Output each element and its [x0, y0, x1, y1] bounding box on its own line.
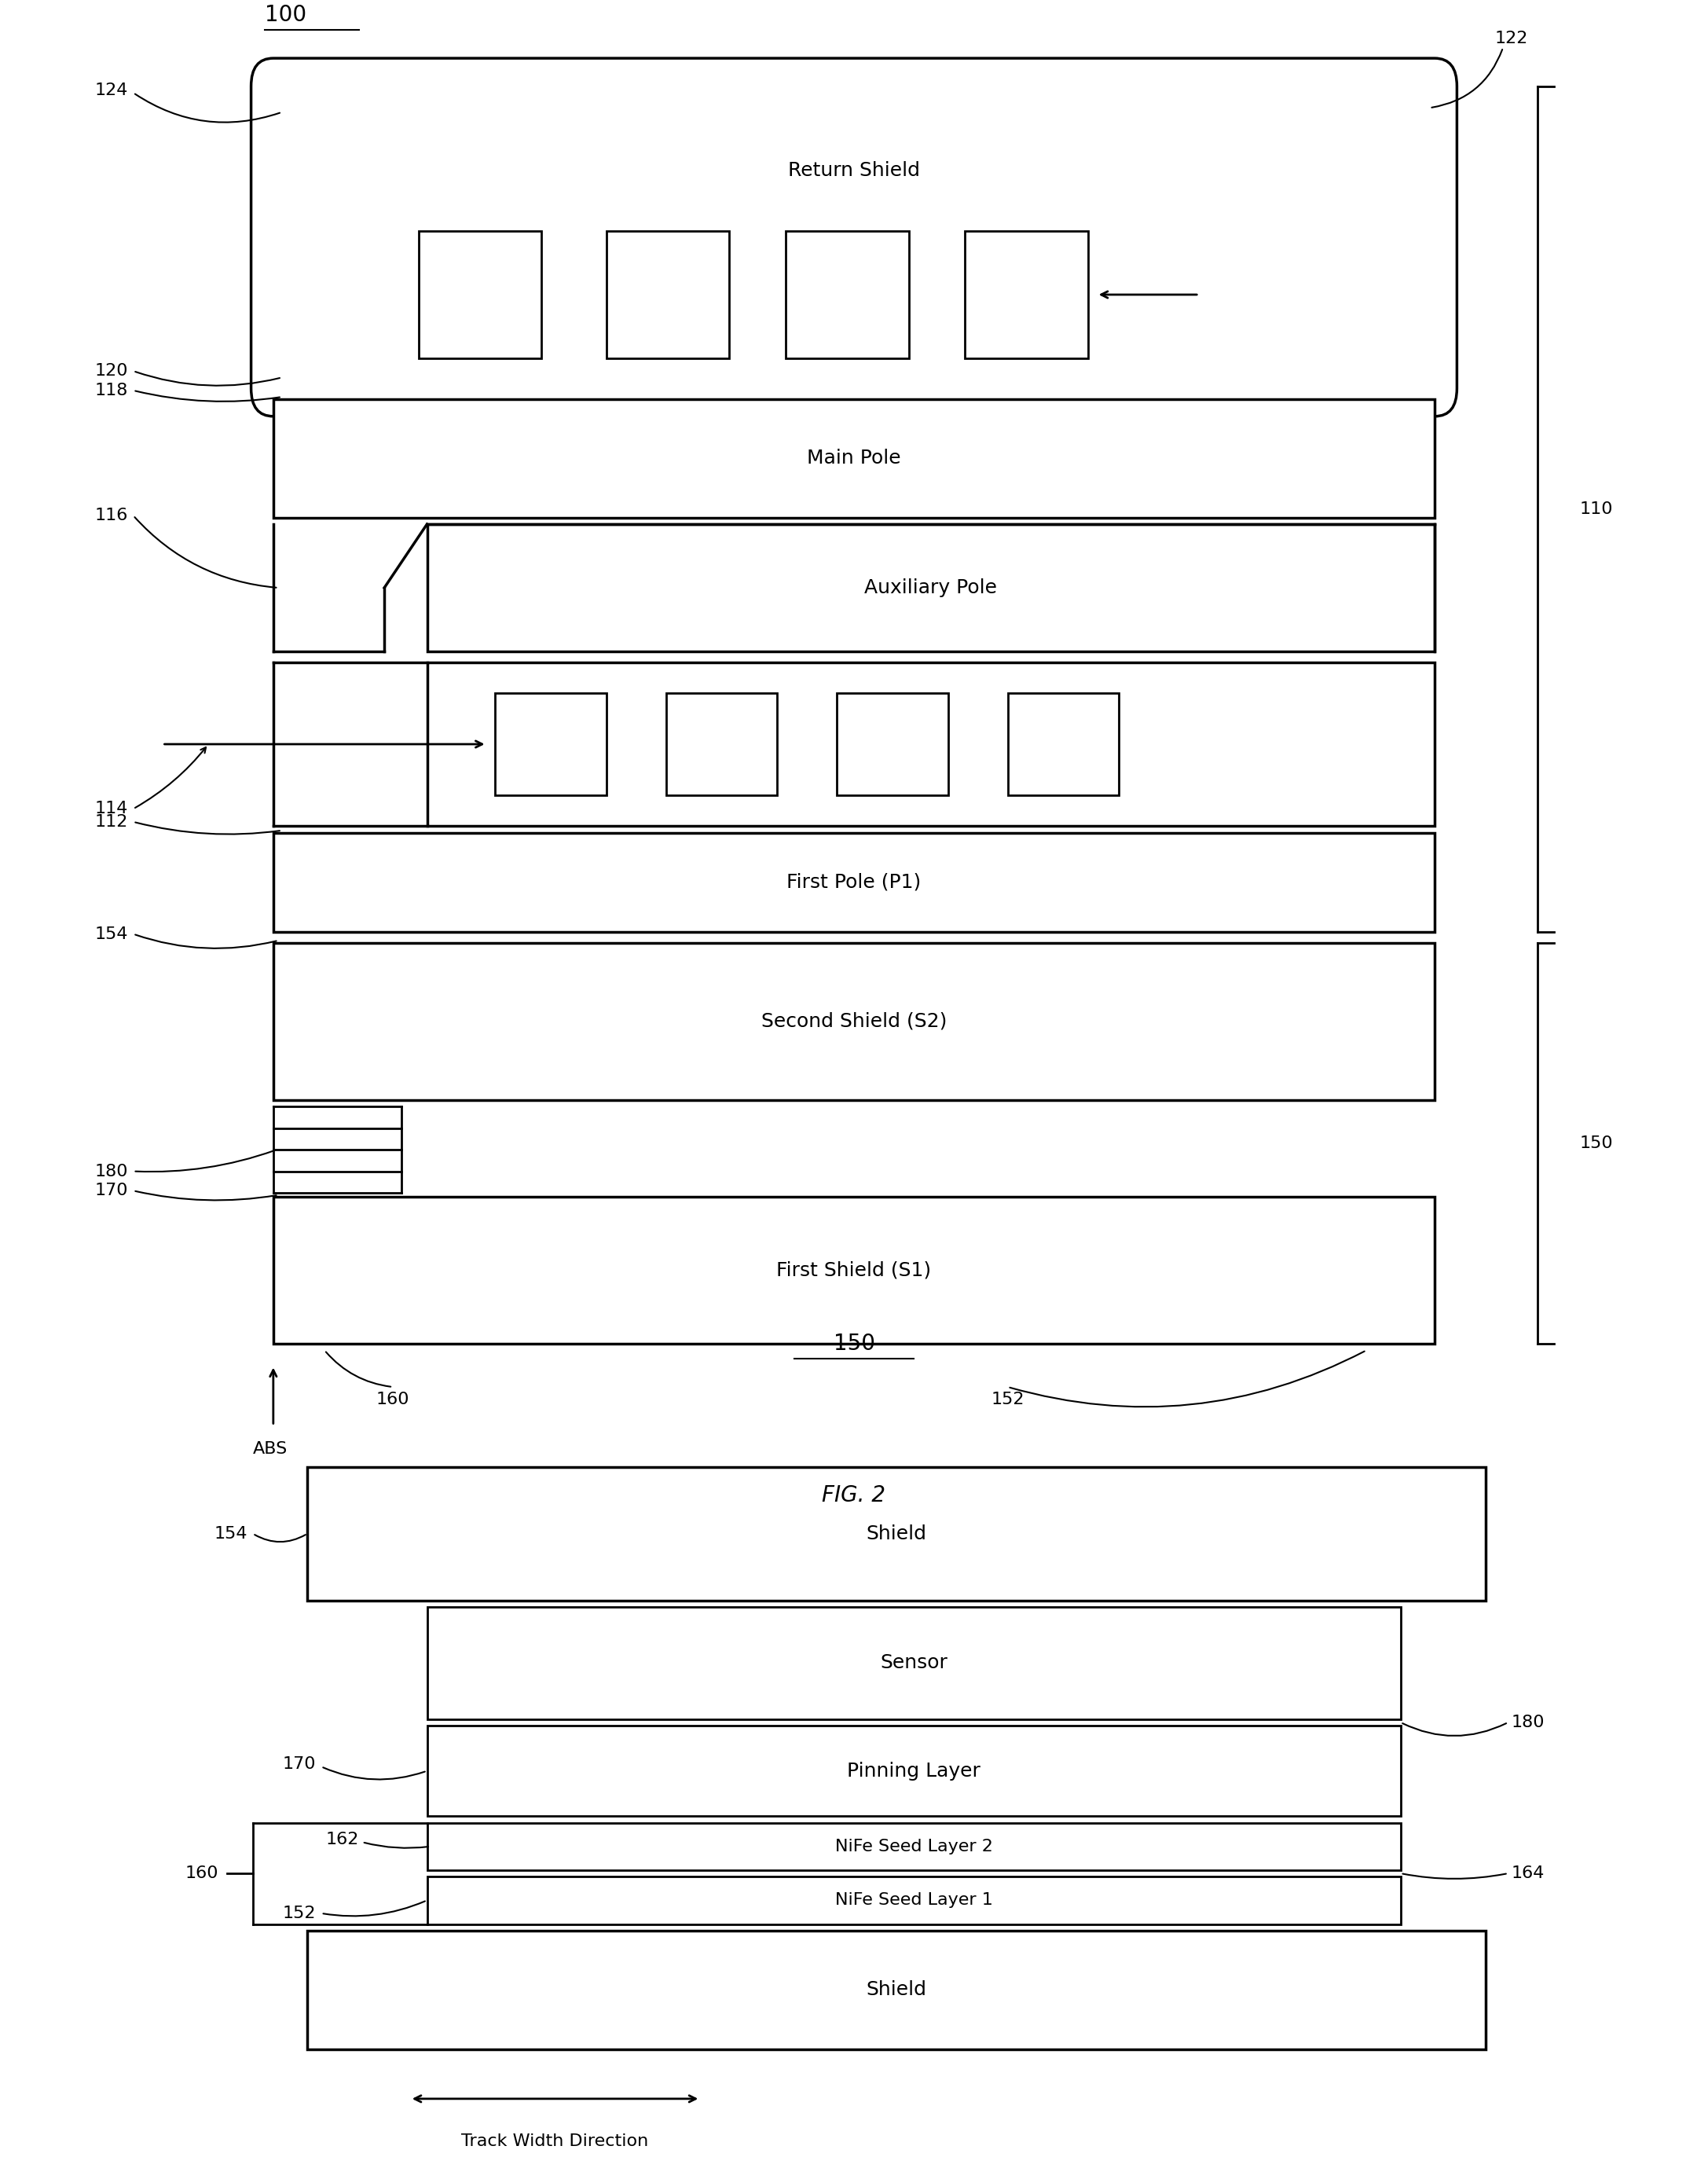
Text: 124: 124 [96, 82, 128, 99]
Bar [427, 1877, 1401, 1924]
Text: Shield: Shield [866, 1980, 927, 2000]
Text: FIG. 2: FIG. 2 [822, 1484, 886, 1506]
Text: First Shield (S1): First Shield (S1) [777, 1262, 931, 1279]
Text: Auxiliary Pole: Auxiliary Pole [864, 578, 997, 597]
Bar [427, 662, 1435, 826]
Bar [427, 1823, 1401, 1870]
Bar [427, 524, 1435, 651]
Text: 120: 120 [94, 362, 128, 380]
Bar [1008, 692, 1119, 796]
Bar [965, 231, 1088, 358]
Bar [273, 943, 1435, 1100]
Text: 164: 164 [1512, 1866, 1544, 1881]
Bar [307, 1931, 1486, 2049]
Text: 152: 152 [282, 1905, 316, 1922]
Text: 152: 152 [991, 1391, 1025, 1406]
Text: ABS: ABS [253, 1441, 287, 1456]
Bar [273, 1197, 1435, 1344]
Bar [427, 1607, 1401, 1719]
Bar [666, 692, 777, 796]
Text: Shield: Shield [866, 1525, 927, 1542]
Text: NiFe Seed Layer 1: NiFe Seed Layer 1 [835, 1892, 992, 1909]
Text: 150: 150 [1580, 1135, 1614, 1152]
Text: 110: 110 [1580, 500, 1614, 518]
Text: 154: 154 [214, 1525, 248, 1542]
Bar [273, 833, 1435, 932]
Text: 160: 160 [184, 1866, 219, 1881]
Text: Second Shield (S2): Second Shield (S2) [762, 1012, 946, 1031]
FancyBboxPatch shape [251, 58, 1457, 416]
Text: 160: 160 [376, 1391, 410, 1406]
Polygon shape [273, 524, 1435, 651]
Text: NiFe Seed Layer 2: NiFe Seed Layer 2 [835, 1838, 992, 1855]
Bar [786, 231, 909, 358]
Bar [307, 1467, 1486, 1600]
Bar [273, 399, 1435, 518]
Text: Main Pole: Main Pole [806, 449, 902, 468]
Text: 170: 170 [282, 1756, 316, 1773]
Text: Pinning Layer: Pinning Layer [847, 1762, 980, 1780]
Text: 114: 114 [96, 800, 128, 818]
Text: 154: 154 [94, 925, 128, 943]
Text: 170: 170 [94, 1182, 128, 1199]
Bar [418, 231, 541, 358]
Text: Track Width Direction: Track Width Direction [461, 2133, 649, 2148]
Text: Sensor: Sensor [880, 1654, 948, 1672]
Text: 116: 116 [96, 507, 128, 524]
Text: 122: 122 [1494, 30, 1527, 47]
Bar [495, 692, 606, 796]
Text: 150: 150 [834, 1333, 874, 1355]
Text: 112: 112 [96, 813, 128, 830]
Text: 118: 118 [96, 382, 128, 399]
Bar [606, 231, 729, 358]
Text: 180: 180 [1512, 1715, 1546, 1730]
Bar [427, 1726, 1401, 1816]
Text: 180: 180 [94, 1163, 128, 1180]
Text: Return Shield: Return Shield [787, 162, 921, 181]
Text: First Pole (P1): First Pole (P1) [787, 874, 921, 891]
Text: 162: 162 [326, 1831, 359, 1849]
Text: 100: 100 [265, 4, 306, 26]
Bar [837, 692, 948, 796]
